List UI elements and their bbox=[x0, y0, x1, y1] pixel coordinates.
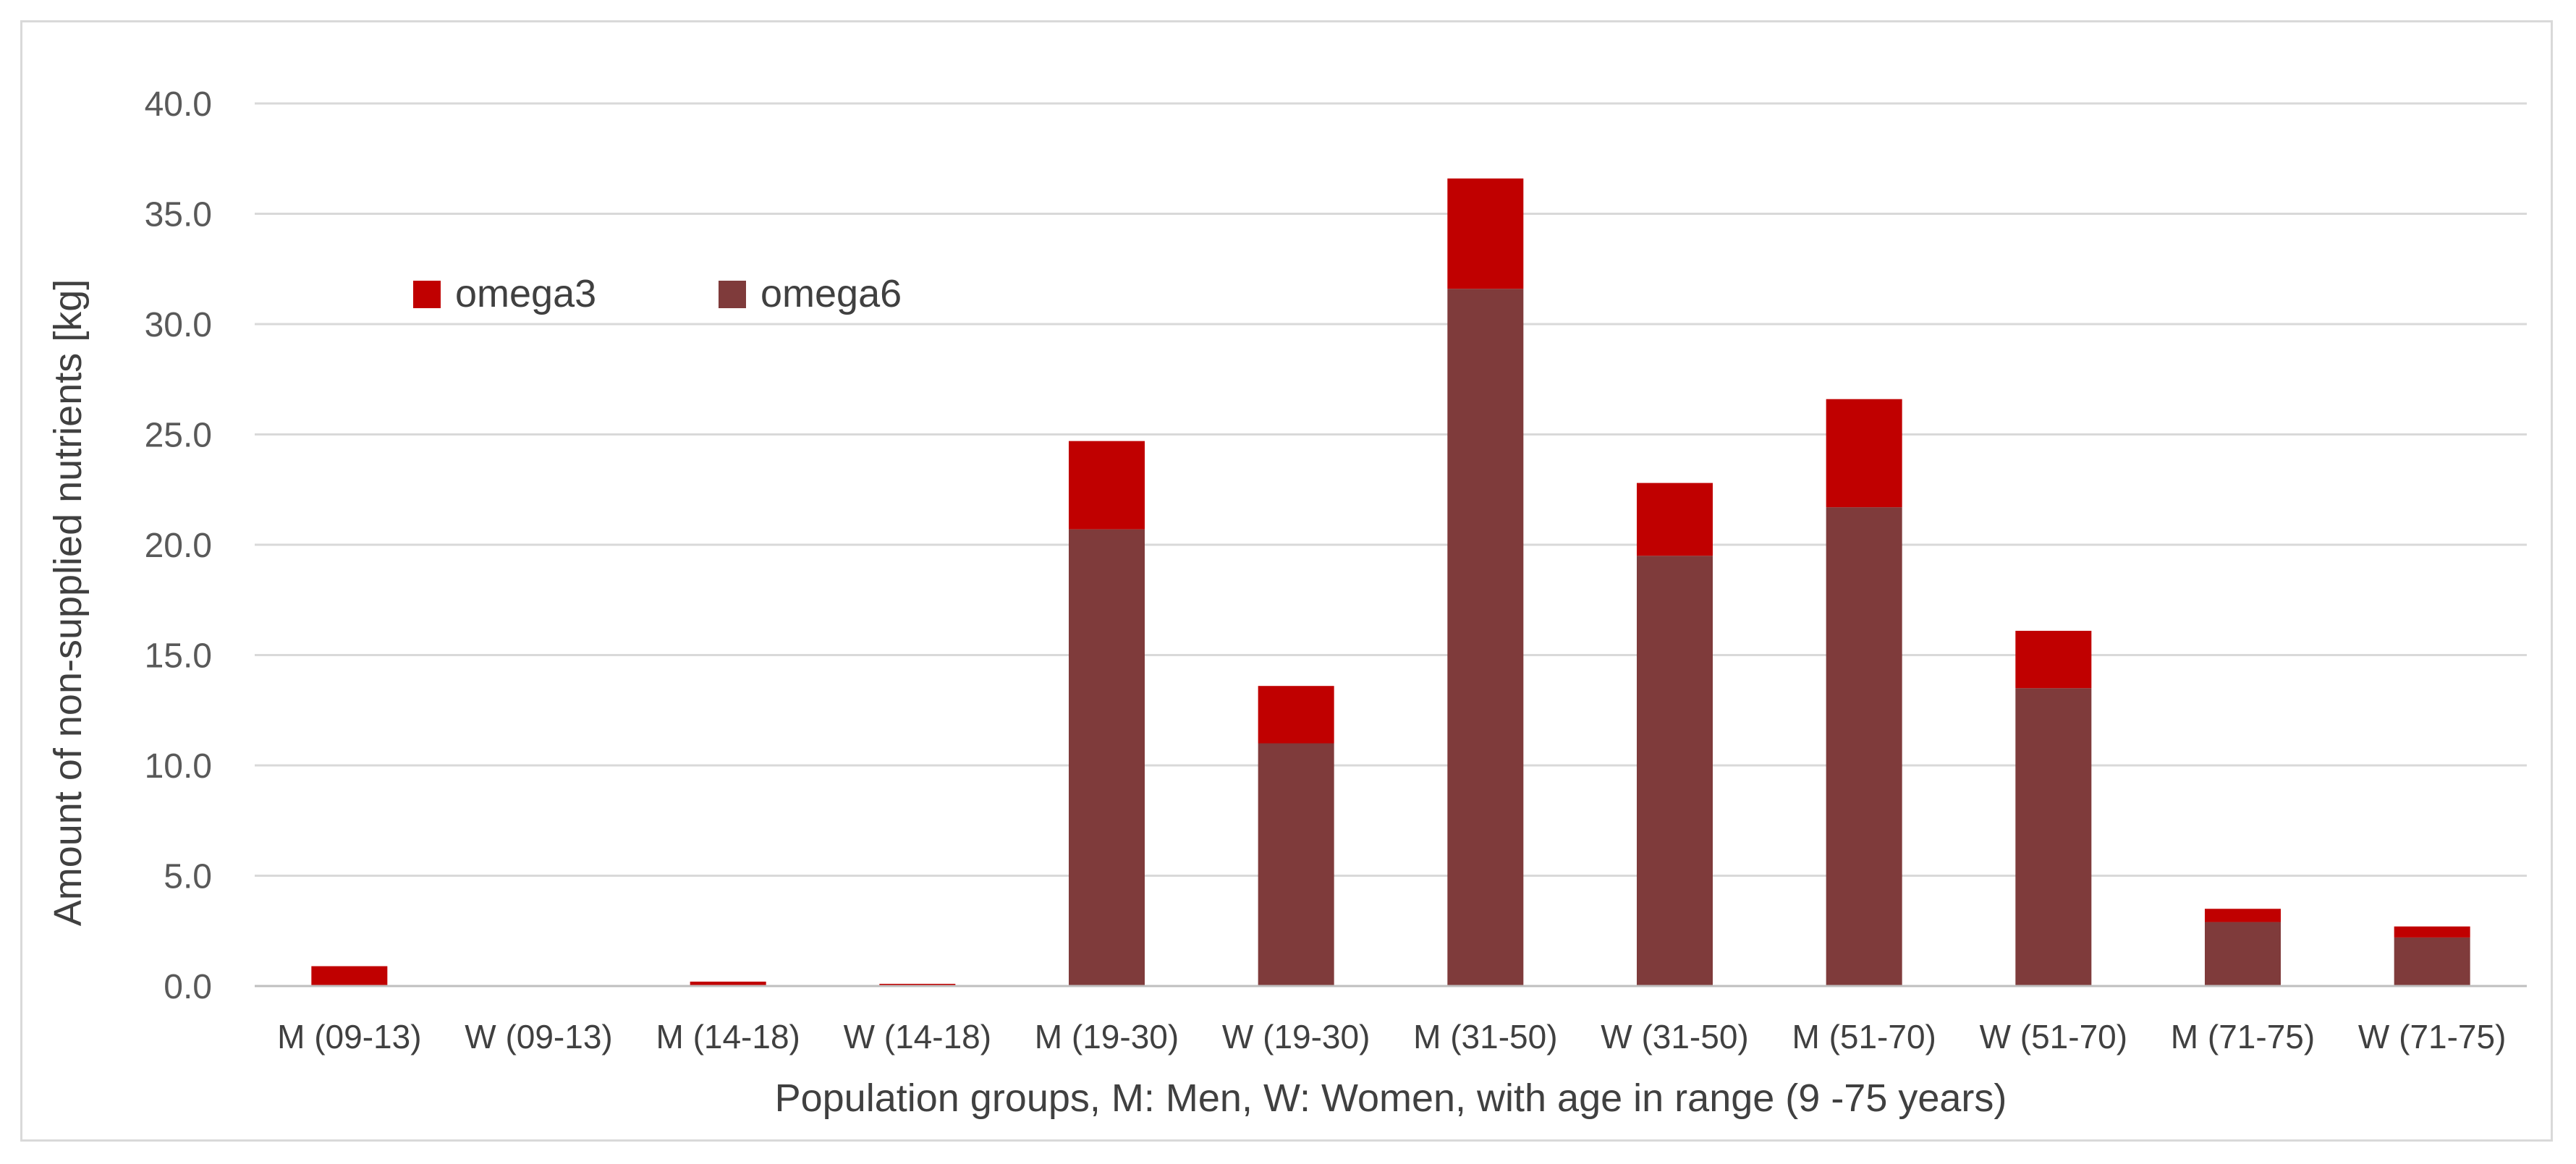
bar-omega3-9 bbox=[2015, 630, 2092, 689]
x-tick-labels: M (09-13) W (09-13) M (14-18) W (14-18) M (1… bbox=[277, 1018, 2506, 1055]
y-tick-label: 10.0 bbox=[145, 747, 212, 786]
bar-omega6-9 bbox=[2015, 688, 2092, 986]
x-tick-label: M (51-70) bbox=[1792, 1018, 1936, 1055]
bar-omega6-10 bbox=[2205, 922, 2281, 986]
bar-omega6-8 bbox=[1826, 507, 1902, 986]
bar-omega3-7 bbox=[1637, 483, 1713, 556]
y-tick-label: 40.0 bbox=[145, 85, 212, 124]
bar-omega3-0 bbox=[311, 966, 388, 986]
gridlines bbox=[255, 102, 2527, 877]
bar-omega3-11 bbox=[2394, 926, 2470, 938]
y-tick-label: 20.0 bbox=[145, 527, 212, 565]
bar-omega3-3 bbox=[879, 983, 956, 986]
bar-omega3-8 bbox=[1826, 399, 1902, 508]
x-tick-label: W (51-70) bbox=[1980, 1018, 2127, 1055]
x-tick-label: M (71-75) bbox=[2171, 1018, 2315, 1055]
x-tick-label: M (31-50) bbox=[1413, 1018, 1557, 1055]
bar-omega6-4 bbox=[1069, 529, 1145, 986]
bar-omega6-7 bbox=[1637, 556, 1713, 986]
legend-label-omega3: omega3 bbox=[455, 272, 596, 315]
y-tick-label: 0.0 bbox=[164, 968, 212, 1006]
bar-omega6-6 bbox=[1447, 289, 1524, 986]
bar-omega6-5 bbox=[1258, 743, 1334, 986]
x-tick-label: W (14-18) bbox=[844, 1018, 991, 1055]
bars bbox=[311, 178, 2470, 986]
y-tick-labels: 0.0 5.0 10.0 15.0 20.0 25.0 30.0 35.0 40.0 bbox=[145, 85, 212, 1006]
x-tick-label: W (19-30) bbox=[1222, 1018, 1370, 1055]
bar-omega3-10 bbox=[2205, 909, 2281, 922]
bar-omega3-2 bbox=[690, 981, 766, 986]
bar-omega6-11 bbox=[2394, 937, 2470, 986]
legend-swatch-omega3 bbox=[413, 281, 441, 308]
bar-omega3-5 bbox=[1258, 686, 1334, 744]
x-tick-label: W (71-75) bbox=[2358, 1018, 2506, 1055]
y-tick-label: 15.0 bbox=[145, 637, 212, 676]
x-tick-label: W (09-13) bbox=[465, 1018, 612, 1055]
x-tick-label: W (31-50) bbox=[1601, 1018, 1748, 1055]
legend-swatch-omega6 bbox=[719, 281, 746, 308]
legend: omega3 omega6 bbox=[413, 272, 902, 315]
x-tick-label: M (19-30) bbox=[1035, 1018, 1179, 1055]
x-axis-title: Population groups, M: Men, W: Women, wit… bbox=[775, 1076, 2007, 1120]
x-tick-label: M (14-18) bbox=[656, 1018, 800, 1055]
y-tick-label: 35.0 bbox=[145, 196, 212, 234]
legend-label-omega6: omega6 bbox=[760, 272, 902, 315]
y-tick-label: 5.0 bbox=[164, 858, 212, 896]
bar-omega3-6 bbox=[1447, 178, 1524, 289]
y-axis-title: Amount of non-supplied nutrients [kg] bbox=[46, 279, 90, 927]
y-tick-label: 30.0 bbox=[145, 306, 212, 344]
bar-omega3-4 bbox=[1069, 441, 1145, 530]
x-tick-label: M (09-13) bbox=[277, 1018, 421, 1055]
y-tick-label: 25.0 bbox=[145, 417, 212, 455]
